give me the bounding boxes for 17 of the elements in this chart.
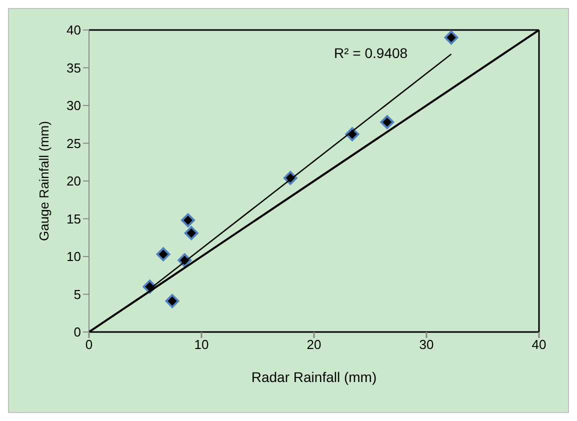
x-tick-label: 40 — [532, 337, 546, 352]
x-tick-label: 30 — [419, 337, 434, 352]
y-tick-label: 5 — [74, 286, 81, 302]
y-tick-label: 35 — [66, 60, 81, 76]
y-tick-label: 25 — [66, 136, 81, 151]
y-tick-label: 30 — [66, 98, 81, 114]
annotation: R² = 0.9408 — [334, 45, 408, 61]
x-tick-label: 0 — [85, 337, 93, 352]
x-tick-label: 10 — [194, 337, 209, 352]
y-tick-label: 10 — [66, 249, 81, 264]
y-tick-label: 15 — [66, 211, 81, 226]
y-tick-label: 40 — [66, 22, 81, 38]
y-axis-title: Gauge Rainfall (mm) — [36, 121, 52, 241]
y-tick-label: 0 — [74, 324, 81, 340]
x-axis-title: Radar Rainfall (mm) — [251, 369, 377, 385]
x-tick-label: 20 — [306, 337, 322, 352]
y-tick-label: 20 — [66, 174, 81, 189]
